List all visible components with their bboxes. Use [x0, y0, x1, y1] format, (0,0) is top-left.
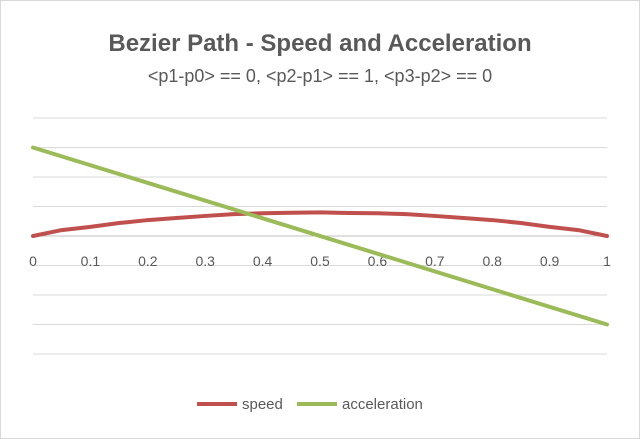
series-line-acceleration — [31, 145, 609, 327]
x-tick-label: 0.4 — [253, 253, 273, 269]
x-tick-label: 0.3 — [195, 253, 215, 269]
legend-label-speed: speed — [242, 396, 283, 413]
series-lines — [31, 145, 609, 327]
chart-title: Bezier Path - Speed and Acceleration — [108, 30, 532, 57]
x-tick-label: 0.1 — [81, 253, 101, 269]
x-tick-label: 0.9 — [540, 253, 560, 269]
x-tick-label: 0.5 — [310, 253, 330, 269]
x-tick-label: 0.8 — [482, 253, 502, 269]
legend: speed acceleration — [197, 396, 423, 413]
x-tick-label: 0.7 — [425, 253, 445, 269]
series-line-speed — [31, 210, 609, 238]
chart-subtitle: <p1-p0> == 0, <p2-p1> == 1, <p3-p2> == 0 — [147, 66, 493, 86]
x-axis-tick-labels: 0 0.1 0.2 0.3 0.4 0.5 0.6 0.7 0.8 0.9 1 — [29, 253, 611, 269]
x-tick-label: 0.2 — [138, 253, 158, 269]
x-tick-label: 1 — [603, 253, 611, 269]
x-tick-label: 0 — [29, 253, 37, 269]
legend-label-acceleration: acceleration — [342, 396, 423, 413]
